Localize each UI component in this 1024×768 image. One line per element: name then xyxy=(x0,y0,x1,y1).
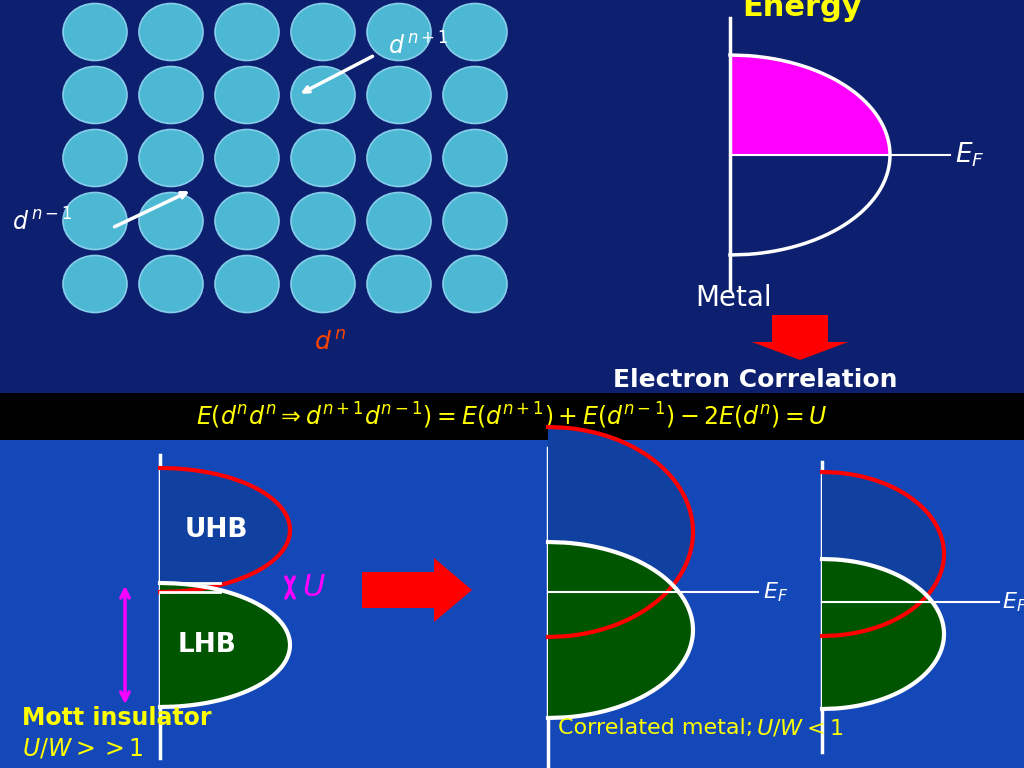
Text: Electron Correlation: Electron Correlation xyxy=(612,368,897,392)
Ellipse shape xyxy=(215,4,279,61)
Polygon shape xyxy=(160,583,290,707)
Polygon shape xyxy=(0,393,1024,440)
Ellipse shape xyxy=(443,67,507,124)
Text: $U/W < 1$: $U/W < 1$ xyxy=(756,717,843,739)
Ellipse shape xyxy=(443,130,507,187)
Ellipse shape xyxy=(215,256,279,313)
Text: $E_F$: $E_F$ xyxy=(763,580,788,604)
Text: $U/W >> 1$: $U/W >> 1$ xyxy=(22,736,143,760)
Polygon shape xyxy=(362,558,472,622)
Ellipse shape xyxy=(443,4,507,61)
Ellipse shape xyxy=(367,256,431,313)
Polygon shape xyxy=(822,559,944,709)
Text: $d\,^{n+1}$: $d\,^{n+1}$ xyxy=(388,32,449,60)
Polygon shape xyxy=(0,395,1024,768)
Ellipse shape xyxy=(367,193,431,250)
Ellipse shape xyxy=(63,256,127,313)
Polygon shape xyxy=(730,55,890,154)
Ellipse shape xyxy=(139,130,203,187)
Ellipse shape xyxy=(215,67,279,124)
Text: $d\,^{n}$: $d\,^{n}$ xyxy=(314,331,346,355)
Ellipse shape xyxy=(367,67,431,124)
Ellipse shape xyxy=(291,193,355,250)
Polygon shape xyxy=(752,315,848,360)
Ellipse shape xyxy=(139,67,203,124)
Ellipse shape xyxy=(63,67,127,124)
Ellipse shape xyxy=(139,256,203,313)
Ellipse shape xyxy=(291,130,355,187)
Polygon shape xyxy=(822,472,944,636)
Ellipse shape xyxy=(139,4,203,61)
Polygon shape xyxy=(548,427,693,637)
Text: Energy: Energy xyxy=(742,0,861,22)
Ellipse shape xyxy=(139,193,203,250)
Ellipse shape xyxy=(443,193,507,250)
Text: $U$: $U$ xyxy=(302,573,326,602)
Ellipse shape xyxy=(443,256,507,313)
Text: $d\,^{n-1}$: $d\,^{n-1}$ xyxy=(12,208,73,236)
Text: UHB: UHB xyxy=(185,517,249,543)
Text: Correlated metal;: Correlated metal; xyxy=(558,718,768,738)
Ellipse shape xyxy=(367,130,431,187)
Text: LHB: LHB xyxy=(178,632,237,658)
Ellipse shape xyxy=(291,256,355,313)
Ellipse shape xyxy=(63,4,127,61)
Text: $E_F$: $E_F$ xyxy=(955,141,984,169)
Ellipse shape xyxy=(63,130,127,187)
Ellipse shape xyxy=(291,67,355,124)
Ellipse shape xyxy=(215,130,279,187)
Polygon shape xyxy=(548,542,693,718)
Text: Metal: Metal xyxy=(695,284,772,312)
Polygon shape xyxy=(0,0,1024,395)
Ellipse shape xyxy=(215,193,279,250)
Text: $E_F$: $E_F$ xyxy=(1002,590,1024,614)
Ellipse shape xyxy=(291,4,355,61)
Ellipse shape xyxy=(367,4,431,61)
Ellipse shape xyxy=(63,193,127,250)
Polygon shape xyxy=(160,468,290,592)
Text: $E(d^{n}d^{n} \Rightarrow d^{n+1}d^{n-1}) = E(d^{n+1}) + E(d^{n-1}) - 2E(d^{n}) : $E(d^{n}d^{n} \Rightarrow d^{n+1}d^{n-1}… xyxy=(197,401,827,431)
Text: Mott insulator: Mott insulator xyxy=(22,706,212,730)
